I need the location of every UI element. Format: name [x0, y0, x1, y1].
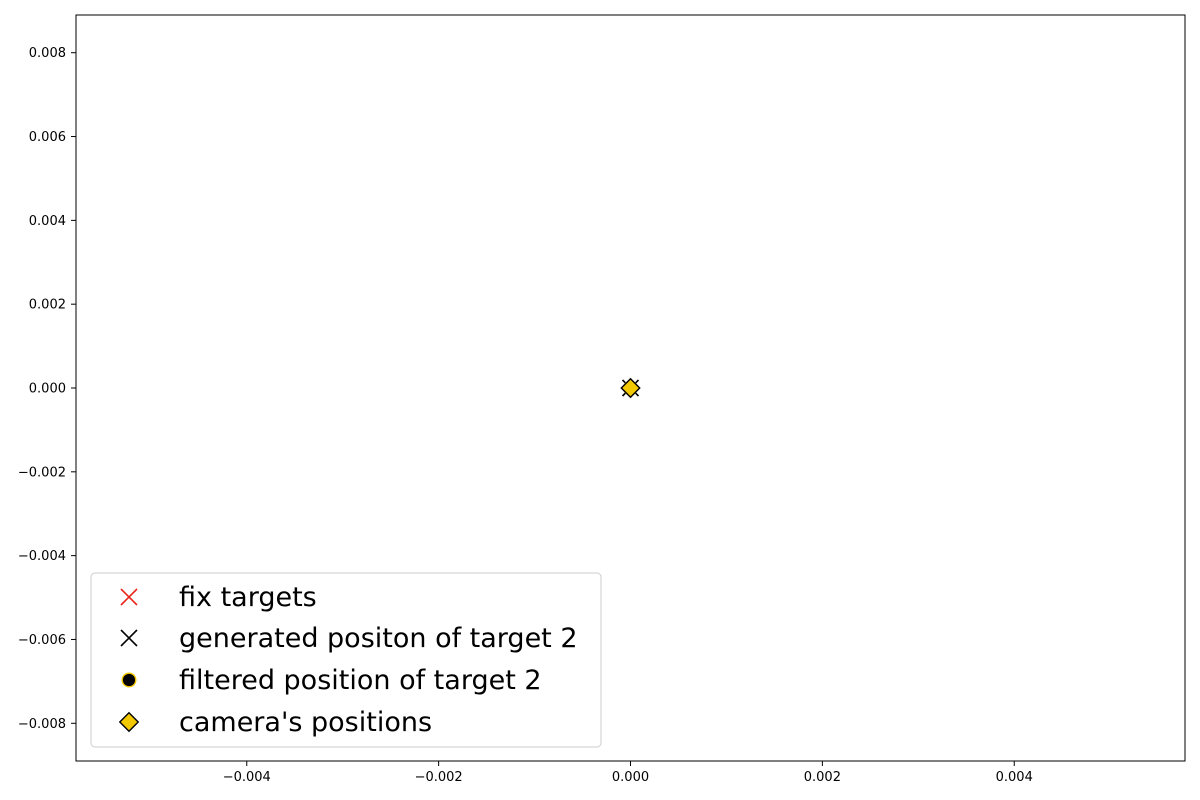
y-axis-ticks: 0.008 0.006 0.004 0.002 0.000 −0.002 −0.004 −0.…	[18, 46, 76, 732]
x-tick-label: −0.004	[223, 770, 271, 785]
legend-label: filtered position of target 2	[179, 665, 542, 696]
legend-frame	[90, 572, 602, 748]
y-tick-label: 0.008	[29, 46, 66, 61]
y-tick-label: −0.008	[18, 717, 66, 732]
legend: fix targets generated positon of target 2…	[90, 572, 602, 748]
legend-label: generated positon of target 2	[179, 623, 578, 654]
legend-marker	[120, 588, 138, 606]
y-tick-label: 0.004	[29, 214, 66, 229]
y-tick-label: −0.004	[18, 549, 66, 564]
y-tick-label: 0.002	[29, 298, 66, 313]
legend-label: camera's positions	[179, 707, 432, 738]
legend-items: fix targets generated positon of target 2…	[118, 582, 578, 738]
x-tick-label: 0.000	[612, 770, 649, 785]
legend-label: fix targets	[179, 582, 317, 613]
y-tick-label: 0.006	[29, 130, 66, 145]
x-tick-label: 0.004	[996, 770, 1033, 785]
legend-marker	[120, 629, 138, 647]
legend-marker	[121, 672, 137, 688]
y-tick-label: −0.006	[18, 633, 66, 648]
x-tick-label: −0.002	[415, 770, 463, 785]
legend-marker	[118, 711, 140, 733]
y-tick-label: −0.002	[18, 465, 66, 480]
data-point	[620, 377, 641, 399]
data-points	[620, 377, 641, 399]
x-axis-ticks: −0.004 −0.002 0.000 0.002 0.004	[223, 761, 1033, 785]
x-tick-label: 0.002	[804, 770, 841, 785]
y-tick-label: 0.000	[29, 382, 66, 397]
